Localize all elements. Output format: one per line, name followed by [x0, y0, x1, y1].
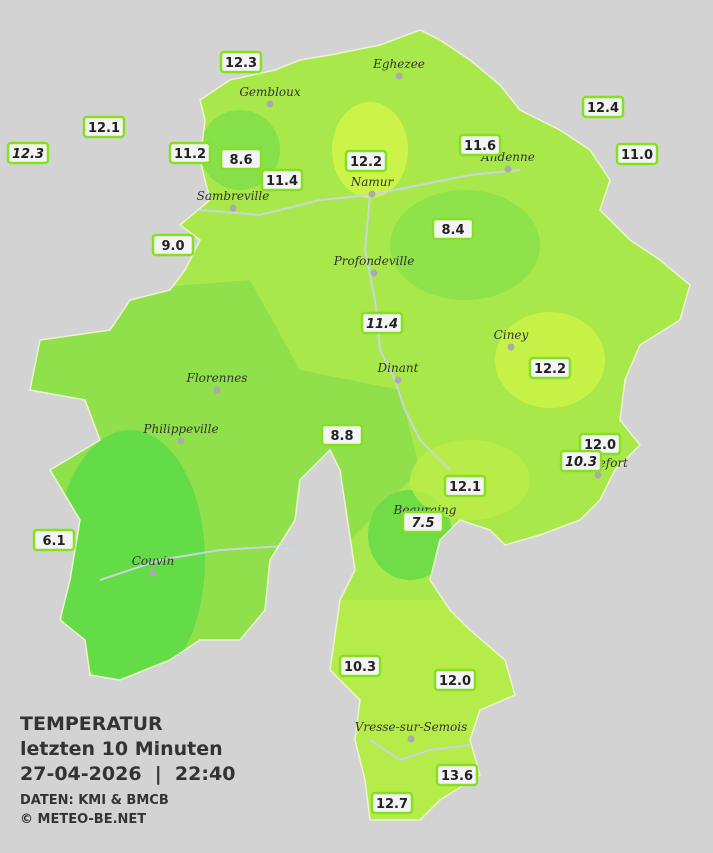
city-dot: [370, 269, 378, 277]
legend-subtitle: letzten 10 Minuten: [20, 738, 223, 760]
city-dot: [507, 343, 515, 351]
station-box: [433, 668, 477, 692]
station-temperature: 12.3: [225, 56, 257, 71]
station-box: [168, 141, 212, 165]
station-box: [559, 449, 603, 473]
station-box: [6, 141, 50, 165]
station-box: [82, 115, 126, 139]
station-temperature: 12.0: [584, 438, 616, 453]
station-box: [151, 233, 195, 257]
city-name: Couvin: [132, 554, 174, 568]
city-dot: [177, 437, 185, 445]
station-temperature: 12.1: [88, 121, 120, 136]
station-temperature: 8.8: [330, 429, 353, 444]
city-name: Sambreville: [197, 189, 270, 203]
city-name: Philippeville: [142, 422, 218, 436]
city-dot: [394, 376, 402, 384]
station-box: [528, 356, 572, 380]
station-temperature: 6.1: [42, 534, 65, 549]
station-box: [435, 763, 479, 787]
station-temperature: 8.4: [441, 223, 464, 238]
station-temperature: 7.5: [411, 516, 434, 531]
station-temperature: 11.6: [464, 139, 496, 154]
station-box: [401, 510, 445, 534]
station-box: [581, 95, 625, 119]
city-dot: [213, 386, 221, 394]
legend-copyright: © METEO-BE.NET: [20, 812, 146, 827]
station-box: [458, 133, 502, 157]
city-name: Eghezee: [372, 57, 425, 71]
station-temperature: 12.7: [376, 797, 408, 812]
station-temperature: 12.0: [439, 674, 471, 689]
legend-source: DATEN: KMI & BMCB: [20, 793, 169, 808]
city-name: Vresse-sur-Semois: [355, 720, 468, 734]
city-dot: [594, 471, 602, 479]
station-box: [32, 528, 76, 552]
station-temperature: 12.3: [12, 147, 44, 162]
station-box: [219, 147, 263, 171]
station-temperature: 8.6: [229, 153, 252, 168]
labels: EghezeeGemblouxAndenneNamurSambrevillePr…: [6, 50, 659, 815]
station-temperature: 11.2: [174, 147, 206, 162]
city-name: Ciney: [494, 328, 529, 342]
city-name: Profondeville: [333, 254, 415, 268]
city-dot: [229, 204, 237, 212]
station-temperature: 11.4: [366, 317, 398, 332]
city-name: Florennes: [186, 371, 248, 385]
city-name: Namur: [350, 175, 395, 189]
city-dot: [504, 165, 512, 173]
station-temperature: 12.2: [534, 362, 566, 377]
station-box: [615, 142, 659, 166]
station-temperature: 10.3: [344, 660, 376, 675]
station-box: [338, 654, 382, 678]
station-box: [360, 311, 404, 335]
city-dot: [266, 100, 274, 108]
station-box: [320, 423, 364, 447]
station-temperature: 12.4: [587, 101, 619, 116]
city-name: Gembloux: [239, 85, 301, 99]
city-dot: [407, 735, 415, 743]
station-box: [443, 474, 487, 498]
station-box: [344, 149, 388, 173]
city-dot: [368, 190, 376, 198]
station-box: [260, 168, 304, 192]
station-box: [219, 50, 263, 74]
station-box: [370, 791, 414, 815]
legend-title: TEMPERATUR: [20, 713, 163, 735]
legend: TEMPERATUR letzten 10 Minuten 27-04-2026…: [20, 713, 235, 827]
station-temperature: 11.4: [266, 174, 298, 189]
station-temperature: 9.0: [161, 239, 184, 254]
station-temperature: 11.0: [621, 148, 653, 163]
station-temperature: 12.1: [449, 480, 481, 495]
station-temperature: 10.3: [565, 455, 597, 470]
rivers: [99, 169, 521, 762]
station-temperature: 13.6: [441, 769, 473, 784]
station-box: [431, 217, 475, 241]
legend-datetime: 27-04-2026 | 22:40: [20, 763, 235, 785]
station-temperature: 12.2: [350, 155, 382, 170]
city-dot: [149, 569, 157, 577]
city-dot: [395, 72, 403, 80]
city-name: Dinant: [377, 361, 419, 375]
